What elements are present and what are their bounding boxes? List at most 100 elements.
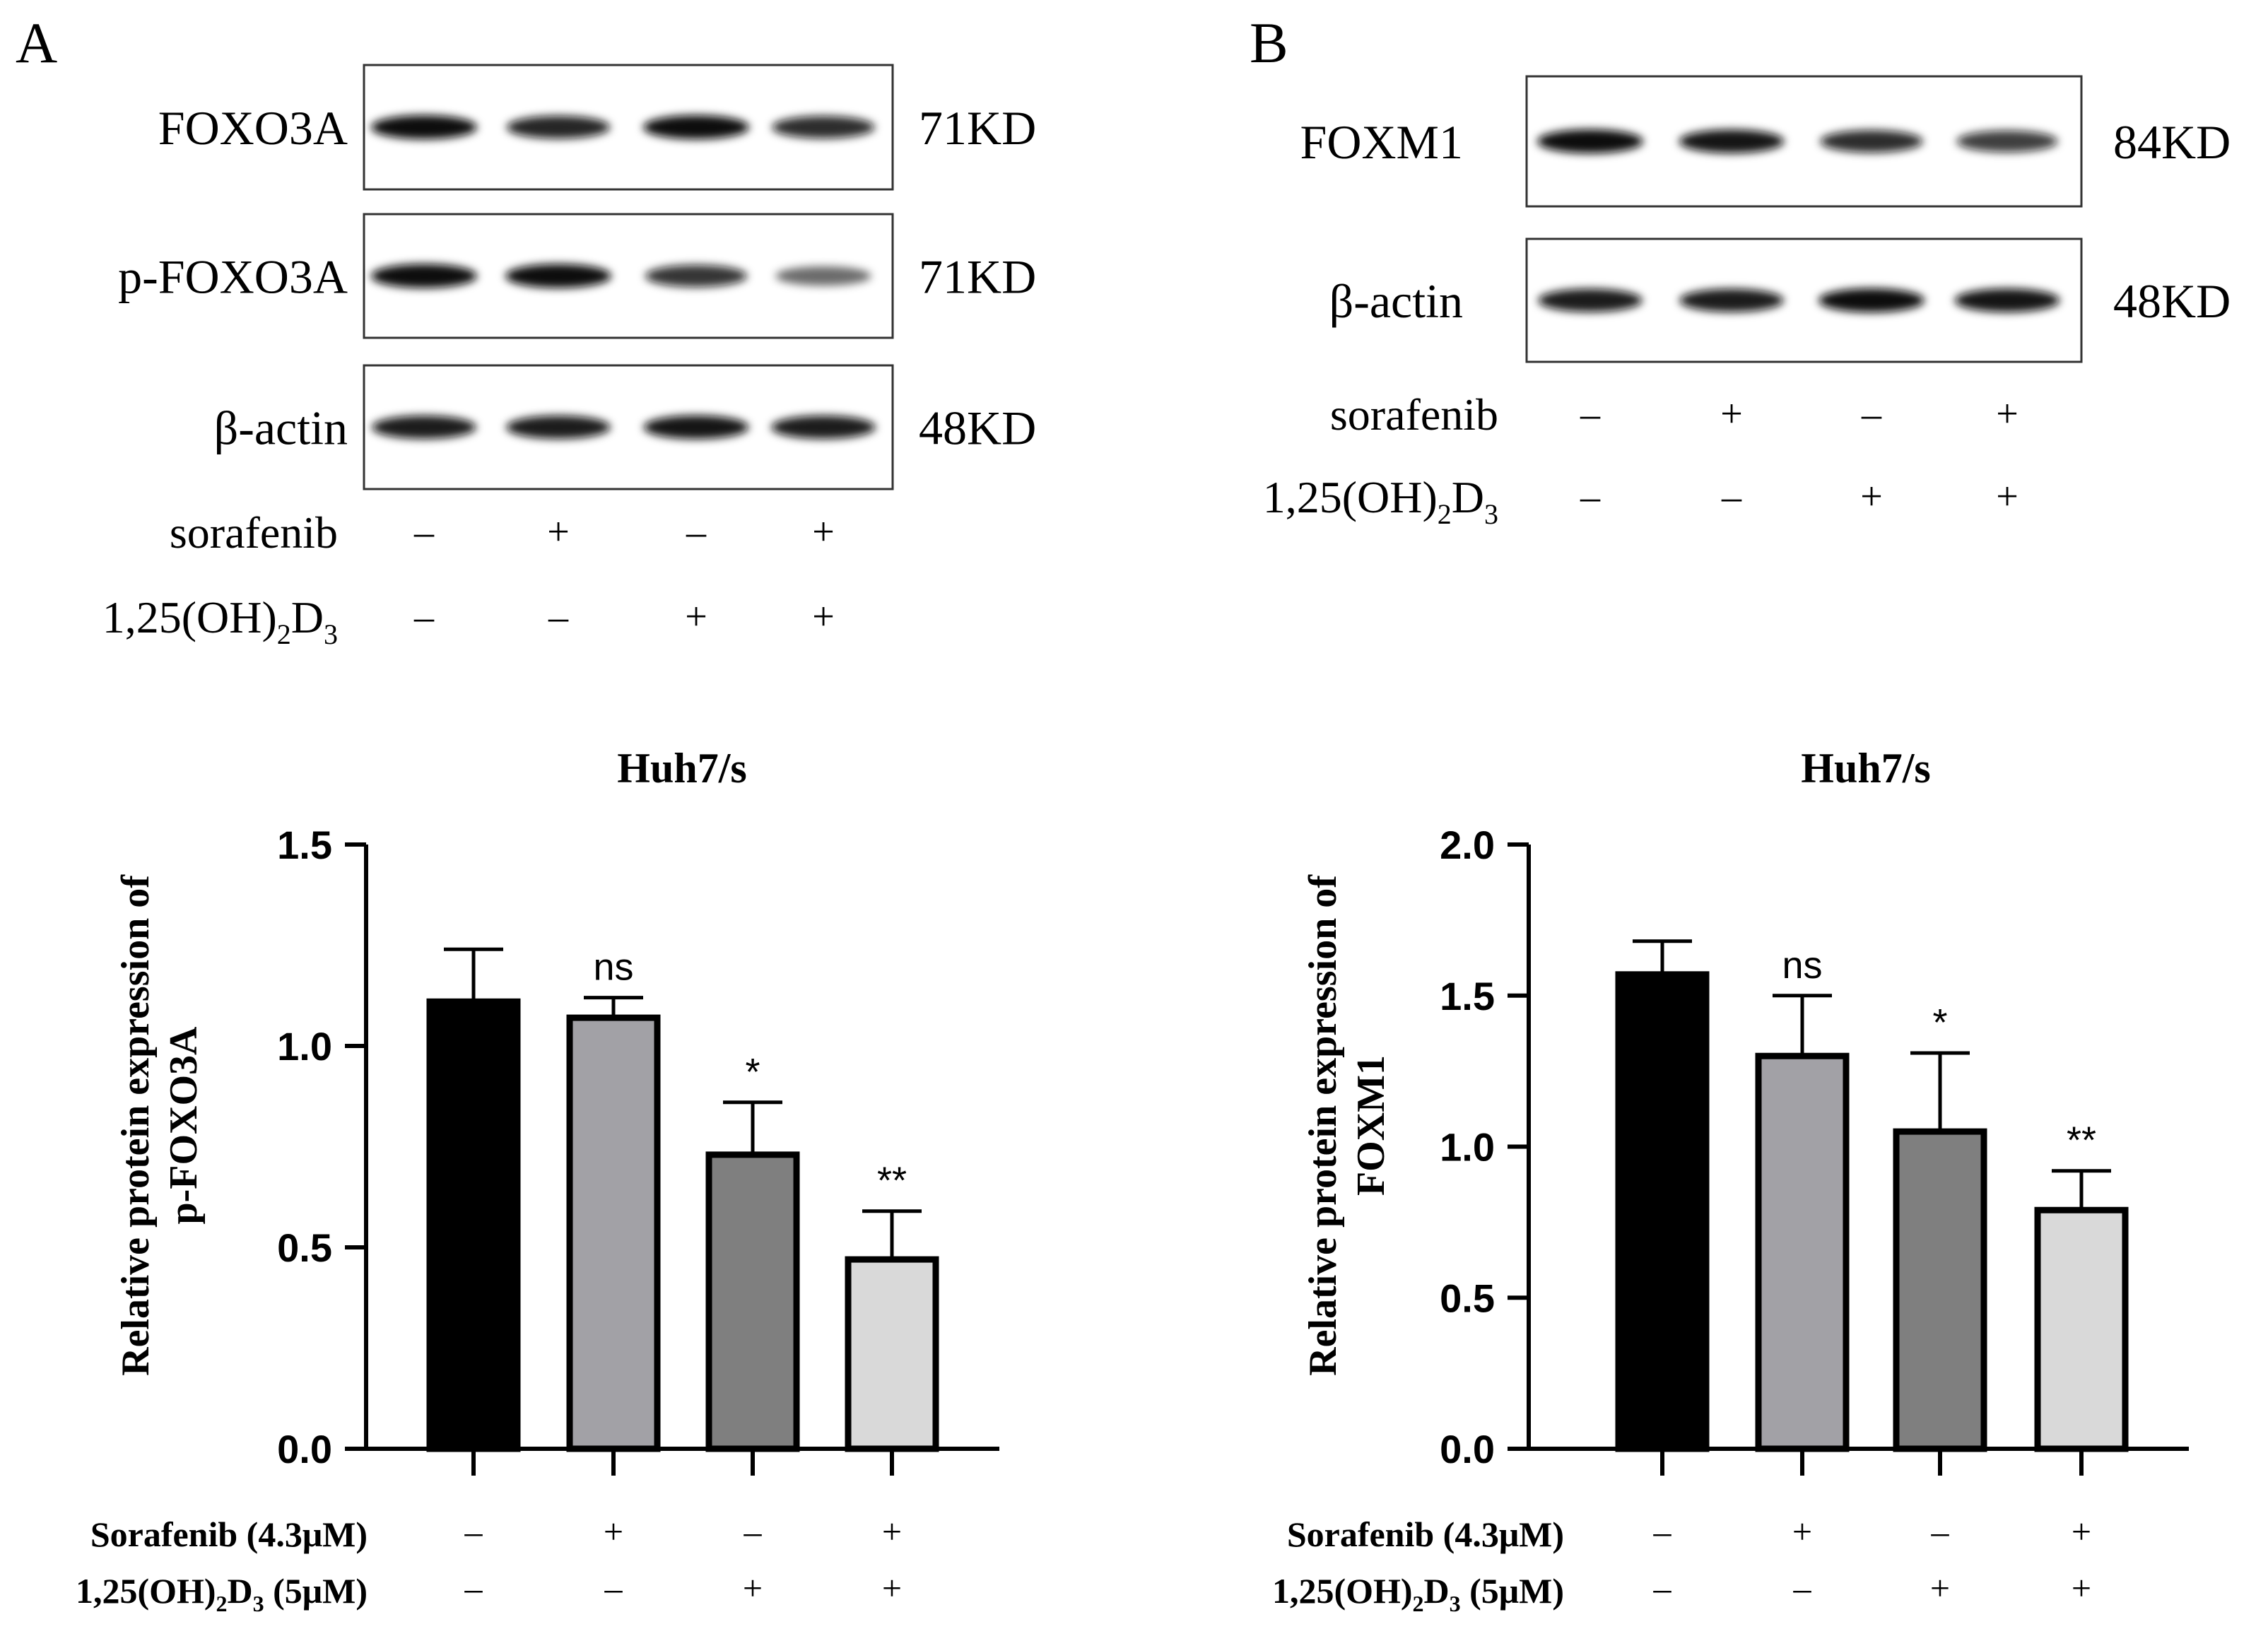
blot-band [645, 264, 748, 288]
treatment-sign: – [1931, 1512, 1950, 1551]
blot-band [1818, 288, 1925, 312]
treatment-sign: + [685, 595, 707, 639]
y-axis-label-line: Relative protein expression of [114, 874, 158, 1376]
blot-band [643, 115, 749, 139]
blot-protein-label: FOXM1 [1300, 115, 1464, 169]
chart-title: Huh7/s [1801, 745, 1930, 792]
blot-size-label: 48KD [919, 401, 1036, 455]
significance-label: ns [593, 946, 633, 989]
treatment-sign: – [686, 510, 707, 554]
treatment-label: sorafenib [170, 507, 338, 558]
blot-protein-label: β-actin [1329, 274, 1463, 328]
blot-band [1820, 130, 1923, 153]
bar [1893, 1128, 1987, 1452]
treatment-label: Sorafenib (4.3μM) [90, 1514, 368, 1554]
treatment-sign: – [1653, 1568, 1672, 1608]
blot-protein-label: β-actin [214, 401, 348, 455]
panel-letter: B [1250, 11, 1288, 75]
treatment-sign: – [548, 595, 569, 639]
blot-band [1679, 129, 1785, 153]
blot-row-0: FOXM1 84KD [1300, 75, 2231, 208]
blot-panel-a: A FOXO3A 71KD p-FOXO3A 71KD β-actin 48KD sorafe… [16, 11, 1036, 650]
blot-band [371, 264, 477, 288]
bar [566, 1014, 661, 1452]
treatment-sign: + [1930, 1568, 1950, 1608]
blot-protein-label: FOXO3A [158, 101, 348, 155]
treatment-sign: + [743, 1568, 763, 1608]
significance-label: ** [877, 1160, 907, 1202]
treatment-label: 1,25(OH)2D3 (5μM) [1272, 1571, 1564, 1616]
treatment-sign: + [1996, 392, 2019, 436]
treatment-sign: + [1720, 392, 1743, 436]
bar-chart-1: Huh7/s Relative protein expression of FOXM… [1272, 745, 2189, 1616]
western-blot-panels: A FOXO3A 71KD p-FOXO3A 71KD β-actin 48KD sorafe… [16, 11, 2231, 650]
treatment-label: 1,25(OH)2D3 [1263, 472, 1498, 530]
bar [426, 998, 521, 1452]
treatment-sign: + [1792, 1512, 1812, 1551]
blot-band [771, 416, 876, 439]
blot-row-2: β-actin 48KD [214, 364, 1036, 490]
treatment-label: Sorafenib (4.3μM) [1287, 1514, 1564, 1554]
y-tick-label: 1.5 [277, 823, 332, 867]
y-axis-label-line: FOXM1 [1349, 1055, 1393, 1196]
treatment-sign: + [882, 1568, 902, 1608]
treatment-sign: – [464, 1568, 483, 1608]
blot-band [1954, 288, 2060, 312]
blot-band [1538, 288, 1643, 312]
bar [845, 1256, 939, 1452]
blot-band [371, 115, 477, 139]
blot-size-label: 84KD [2113, 115, 2231, 169]
treatment-sign: + [547, 510, 570, 554]
chart-title: Huh7/s [617, 745, 746, 792]
blot-band [772, 116, 875, 139]
y-axis-label-line: p-FOXO3A [162, 1026, 206, 1225]
treatment-sign: + [2072, 1568, 2091, 1608]
blot-band [506, 115, 611, 139]
y-tick-label: 1.5 [1440, 974, 1495, 1018]
blot-band [1537, 129, 1643, 153]
bar [2034, 1206, 2129, 1452]
treatment-sign: – [413, 595, 435, 639]
blot-band [1679, 288, 1784, 312]
bar [1755, 1052, 1850, 1452]
blot-protein-label: p-FOXO3A [118, 250, 348, 304]
y-tick-label: 2.0 [1440, 823, 1495, 867]
y-tick-label: 0.0 [277, 1427, 332, 1471]
treatment-sign: – [1721, 475, 1742, 519]
y-tick-label: 0.5 [1440, 1276, 1495, 1320]
treatment-sign: + [604, 1512, 623, 1551]
y-tick-label: 0.5 [277, 1225, 332, 1270]
y-axis-label-line: Relative protein expression of [1301, 874, 1345, 1376]
treatment-sign: – [744, 1512, 763, 1551]
treatment-sign: – [1861, 392, 1882, 436]
treatment-sign: – [413, 510, 435, 554]
treatment-sign: + [2072, 1512, 2091, 1551]
blot-size-label: 71KD [919, 101, 1036, 155]
blot-band [643, 415, 749, 440]
treatment-sign: + [812, 595, 835, 639]
treatment-sign: – [604, 1568, 623, 1608]
blot-row-0: FOXO3A 71KD [158, 64, 1036, 191]
y-axis-label: Relative protein expression of FOXM1 [1301, 874, 1393, 1376]
significance-label: * [1932, 1001, 1947, 1044]
significance-label: ns [1782, 944, 1822, 987]
bar [705, 1151, 800, 1452]
blot-band [505, 264, 611, 288]
blot-size-label: 48KD [2113, 274, 2231, 328]
y-tick-label: 1.0 [1440, 1125, 1495, 1170]
blot-row-1: β-actin 48KD [1329, 237, 2231, 363]
significance-label: * [745, 1051, 760, 1093]
treatment-sign: + [882, 1512, 902, 1551]
treatment-label: 1,25(OH)2D3 (5μM) [76, 1571, 368, 1616]
significance-label: ** [2067, 1119, 2096, 1162]
blot-band [506, 416, 611, 439]
y-tick-label: 0.0 [1440, 1427, 1495, 1471]
treatment-sign: – [1580, 392, 1601, 436]
treatment-sign: – [1580, 475, 1601, 519]
treatment-sign: + [1860, 475, 1883, 519]
blot-row-1: p-FOXO3A 71KD [118, 213, 1036, 339]
treatment-sign: – [1793, 1568, 1812, 1608]
